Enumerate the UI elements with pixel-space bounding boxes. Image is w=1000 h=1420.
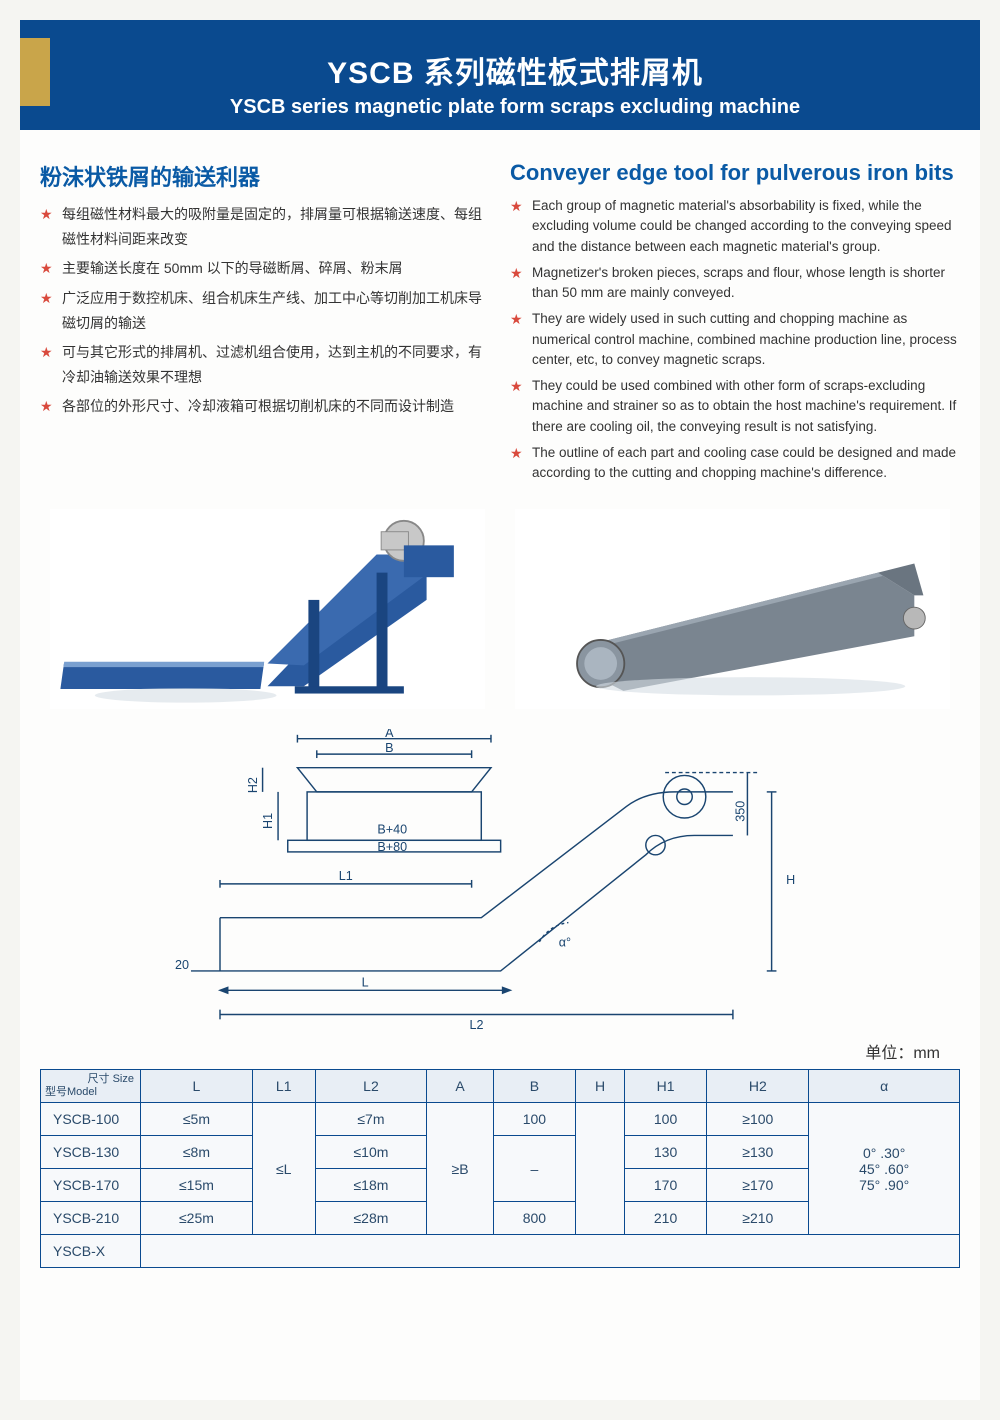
product-photos bbox=[20, 489, 980, 719]
product-photo-left bbox=[50, 509, 485, 709]
bullet-item: 可与其它形式的排屑机、过滤机组合使用，达到主机的不同要求，有冷却油输送效果不理想 bbox=[40, 340, 490, 390]
svg-text:B+80: B+80 bbox=[377, 840, 407, 854]
svg-text:H: H bbox=[786, 873, 795, 887]
svg-text:350: 350 bbox=[734, 801, 748, 822]
right-bullets: Each group of magnetic material's absorb… bbox=[510, 196, 960, 483]
bullet-item: They could be used combined with other f… bbox=[510, 376, 960, 437]
svg-text:20: 20 bbox=[175, 958, 189, 972]
svg-text:B+40: B+40 bbox=[377, 823, 407, 837]
unit-label: 单位：mm bbox=[20, 1039, 980, 1063]
bullet-item: They are widely used in such cutting and… bbox=[510, 309, 960, 370]
header-band: YSCB 系列磁性板式排屑机 YSCB series magnetic plat… bbox=[20, 20, 980, 130]
right-column: Conveyer edge tool for pulverous iron bi… bbox=[510, 160, 960, 489]
bullet-item: 每组磁性材料最大的吸附量是固定的，排屑量可根据输送速度、每组磁性材料间距来改变 bbox=[40, 202, 490, 252]
bullet-item: 主要输送长度在 50mm 以下的导磁断屑、碎屑、粉末屑 bbox=[40, 256, 490, 281]
title-chinese: YSCB 系列磁性板式排屑机 bbox=[50, 48, 980, 92]
left-bullets: 每组磁性材料最大的吸附量是固定的，排屑量可根据输送速度、每组磁性材料间距来改变主… bbox=[40, 202, 490, 420]
svg-text:B: B bbox=[385, 741, 393, 755]
right-title: Conveyer edge tool for pulverous iron bi… bbox=[510, 160, 960, 186]
svg-text:L: L bbox=[362, 976, 369, 990]
title-english: YSCB series magnetic plate form scraps e… bbox=[50, 96, 980, 119]
left-title: 粉沫状铁屑的输送利器 bbox=[40, 160, 490, 192]
left-column: 粉沫状铁屑的输送利器 每组磁性材料最大的吸附量是固定的，排屑量可根据输送速度、每… bbox=[40, 160, 490, 489]
svg-text:H2: H2 bbox=[246, 777, 260, 793]
svg-text:L2: L2 bbox=[469, 1018, 483, 1029]
svg-text:H1: H1 bbox=[261, 813, 275, 829]
bullet-item: Magnetizer's broken pieces, scraps and f… bbox=[510, 263, 960, 304]
svg-text:α°: α° bbox=[559, 936, 571, 950]
bullet-item: 广泛应用于数控机床、组合机床生产线、加工中心等切削加工机床导磁切屑的输送 bbox=[40, 286, 490, 336]
svg-text:L1: L1 bbox=[339, 869, 353, 883]
product-photo-right bbox=[515, 509, 950, 709]
bullet-item: The outline of each part and cooling cas… bbox=[510, 443, 960, 484]
bullet-item: 各部位的外形尺寸、冷却液箱可根据切削机床的不同而设计制造 bbox=[40, 394, 490, 419]
bullet-item: Each group of magnetic material's absorb… bbox=[510, 196, 960, 257]
technical-diagram: A B B+40 B+80 H1 H2 bbox=[20, 719, 980, 1039]
spec-table: 尺寸 Size 型号Model L L1 L2 A B H H1 H2 α YS… bbox=[40, 1069, 960, 1268]
svg-text:A: A bbox=[385, 729, 394, 740]
